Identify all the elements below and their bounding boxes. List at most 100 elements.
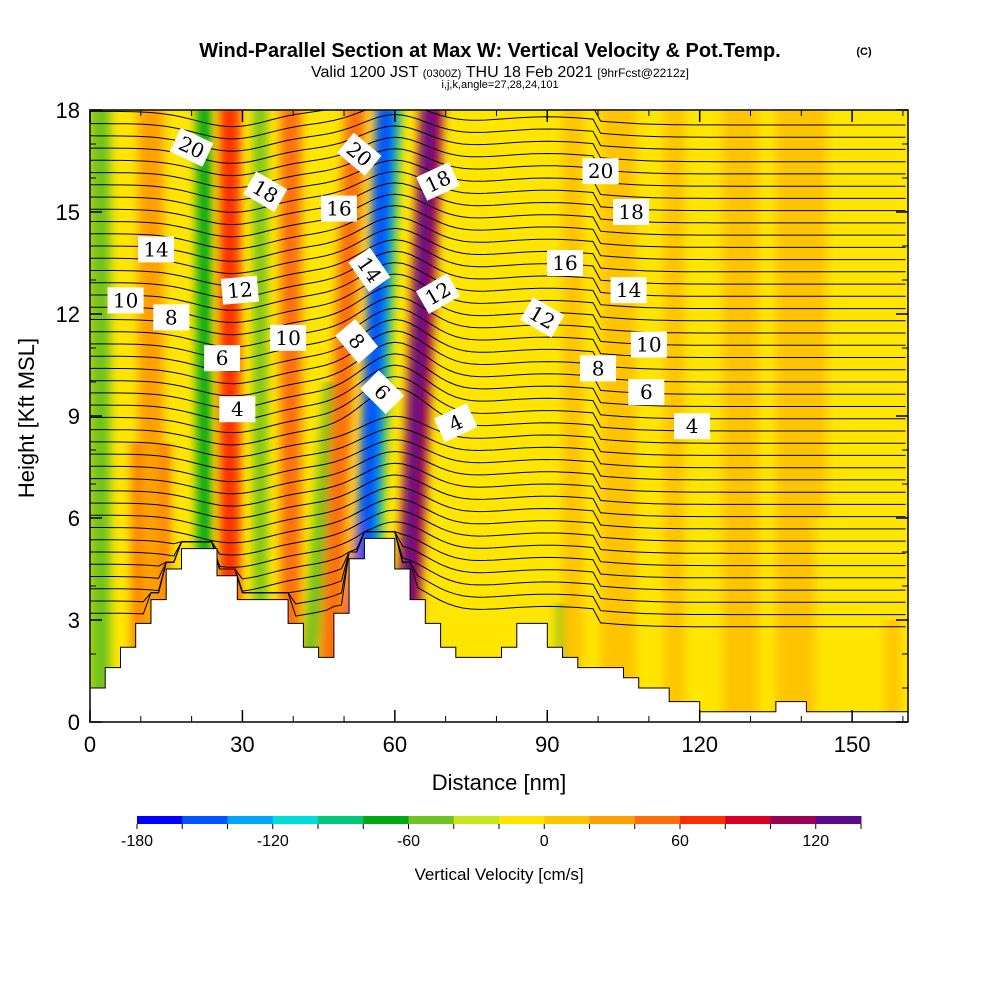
contour-label: 14 xyxy=(138,236,175,263)
contour-label-box xyxy=(204,345,241,372)
contour-label-box xyxy=(434,403,478,443)
x-tick-label: 150 xyxy=(834,732,871,757)
contour-label: 14 xyxy=(610,277,647,304)
contour-label: 4 xyxy=(219,396,256,423)
y-axis-label: Height [Kft MSL] xyxy=(14,338,39,498)
theta-contour-line xyxy=(90,330,906,385)
colorbar-swatch xyxy=(227,816,274,824)
contour-label: 6 xyxy=(360,370,405,415)
theta-contour-line xyxy=(90,462,906,507)
contour-label-text: 12 xyxy=(226,277,253,303)
colorbar-swatch xyxy=(815,816,862,824)
theta-contour-line xyxy=(90,216,906,262)
theta-contour-line xyxy=(90,193,906,238)
valid-date: THU 18 Feb 2021 xyxy=(466,64,593,81)
theta-contour-line xyxy=(90,439,906,483)
contour-label-text: 6 xyxy=(640,380,653,404)
colorbar-swatch xyxy=(408,816,455,824)
x-tick-label: 60 xyxy=(383,732,407,757)
contour-label-text: 10 xyxy=(113,288,138,312)
contour-label-text: 10 xyxy=(636,333,661,357)
plot-area: 2018141210864101620148618124201816121410… xyxy=(90,110,908,722)
contour-label: 18 xyxy=(613,199,650,225)
velocity-band xyxy=(483,110,499,722)
theta-contour-line xyxy=(90,427,906,470)
x-axis: 0 30 60 90 120 150 xyxy=(84,110,904,757)
contour-label: 4 xyxy=(434,403,478,443)
colorbar-swatch xyxy=(182,816,228,824)
y-axis: 0 3 6 9 12 15 18 xyxy=(56,98,908,735)
colorbar-swatch xyxy=(770,816,817,824)
colorbar-swatch xyxy=(634,816,681,824)
x-tick-label: 0 xyxy=(84,732,96,757)
copyright-mark: (C) xyxy=(856,46,872,58)
chart-title: Wind-Parallel Section at Max W: Vertical… xyxy=(199,40,780,62)
theta-contour-line xyxy=(90,509,906,556)
y-tick-label: 3 xyxy=(68,608,80,633)
y-tick-label: 0 xyxy=(68,710,80,735)
contour-label-box xyxy=(580,355,617,382)
contour-label-text: 18 xyxy=(618,200,643,224)
contour-label-box xyxy=(415,273,461,314)
theta-contour-line xyxy=(90,136,906,177)
theta-contour-line xyxy=(90,159,906,201)
colorbar-label: Vertical Velocity [cm/s] xyxy=(414,865,583,884)
contour-label-box xyxy=(169,128,214,167)
velocity-band xyxy=(815,518,828,722)
contour-label-box xyxy=(520,297,565,338)
theta-contour-line xyxy=(90,125,906,164)
contour-label-box xyxy=(360,370,405,415)
colorbar-swatch xyxy=(725,816,771,824)
contour-label: 12 xyxy=(220,275,259,305)
theta-contour-line xyxy=(90,273,906,324)
contour-label-box xyxy=(270,324,307,351)
theta-contour-line xyxy=(90,148,906,189)
theta-contour-line xyxy=(90,497,906,544)
contour-label-text: 6 xyxy=(216,346,229,370)
colorbar-swatch xyxy=(363,816,409,824)
contour-label-text: 14 xyxy=(616,278,641,302)
y-tick-label: 18 xyxy=(56,98,80,123)
velocity-band xyxy=(775,110,827,722)
contour-label: 20 xyxy=(337,132,382,176)
contour-label: 10 xyxy=(107,287,144,314)
colorbar-tick-label: -120 xyxy=(257,833,289,850)
y-tick-label: 12 xyxy=(56,302,80,327)
colorbar-swatch xyxy=(137,816,183,824)
contour-label-box xyxy=(348,247,391,293)
theta-contour-line xyxy=(90,284,906,336)
contour-label-text: 16 xyxy=(552,251,577,275)
contour-label-text: 14 xyxy=(143,237,168,261)
colorbar-swatch xyxy=(589,816,636,824)
theta-contour-line xyxy=(90,205,906,250)
colorbar-swatch xyxy=(272,816,319,824)
theta-contour-line xyxy=(90,415,906,458)
colorbar-swatch xyxy=(453,816,500,824)
theta-contour-line xyxy=(90,182,906,226)
contour-label: 16 xyxy=(320,195,357,222)
contour-label-box xyxy=(153,304,190,331)
colorbar-swatch xyxy=(680,816,726,824)
valid-time: Valid 1200 JST xyxy=(311,64,419,81)
chart-subtitle: Valid 1200 JST (0300Z) THU 18 Feb 2021 [… xyxy=(311,64,689,81)
y-tick-label: 6 xyxy=(68,506,80,531)
theta-contour-line xyxy=(90,110,906,140)
contour-label-box xyxy=(547,250,584,276)
contour-label-box xyxy=(628,379,665,406)
contour-label-box xyxy=(138,236,175,263)
contour-label-box xyxy=(610,277,647,304)
theta-contour-line xyxy=(90,375,906,434)
velocity-band xyxy=(722,110,759,722)
contour-label-box xyxy=(107,287,144,314)
contour-label-box xyxy=(337,132,382,176)
theta-contour-line xyxy=(90,521,906,568)
colorbar: -180 -120 -60 0 60 120 xyxy=(121,816,862,850)
theta-contour-line xyxy=(90,486,906,532)
contour-label-box xyxy=(630,331,667,358)
contour-label: 8 xyxy=(153,304,190,331)
velocity-band xyxy=(138,110,164,722)
theta-contour-line xyxy=(90,227,906,275)
contour-label-text: 8 xyxy=(165,305,178,329)
velocity-band xyxy=(562,110,583,722)
